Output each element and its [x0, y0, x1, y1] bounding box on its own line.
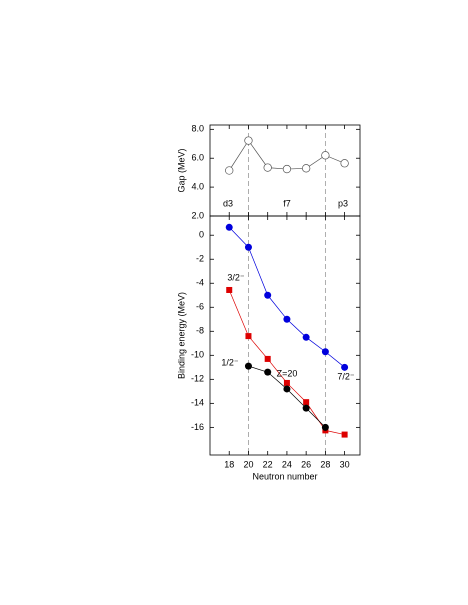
marker	[244, 136, 253, 145]
x-tick-label: 30	[340, 459, 350, 469]
marker	[264, 291, 272, 299]
marker	[302, 164, 311, 173]
marker	[302, 333, 310, 341]
annotation: d3	[223, 198, 233, 208]
y-tick-label: 8.0	[191, 124, 204, 134]
x-tick-label: 24	[282, 459, 292, 469]
y-tick-label: 6.0	[191, 153, 204, 163]
series-line	[228, 289, 345, 435]
y-tick-label: -4	[196, 278, 204, 288]
y-axis-label: Gap (MeV)	[176, 148, 186, 192]
marker	[244, 362, 252, 370]
series-label: 7/2⁻	[337, 371, 355, 381]
x-tick-label: 22	[263, 459, 273, 469]
series-label: 3/2⁻	[227, 272, 245, 282]
plot-frame	[209, 215, 361, 456]
marker	[321, 423, 329, 431]
y-tick-label: -16	[191, 422, 204, 432]
y-tick-label: 4.0	[191, 181, 204, 191]
marker	[321, 151, 330, 160]
marker	[263, 163, 272, 172]
series-label: 1/2⁻	[221, 357, 239, 367]
y-tick-label: -10	[191, 350, 204, 360]
marker	[245, 333, 252, 340]
y-tick-label: -2	[196, 254, 204, 264]
marker	[283, 385, 291, 393]
annotation: f7	[283, 198, 291, 208]
x-axis-label: Neutron number	[252, 471, 317, 481]
annotation: p3	[338, 198, 348, 208]
marker	[282, 164, 292, 174]
marker	[264, 355, 271, 362]
marker	[341, 363, 349, 371]
marker	[244, 243, 252, 251]
y-tick-label: -14	[191, 398, 204, 408]
y-axis-label: Binding energy (MeV)	[176, 292, 186, 379]
marker	[283, 315, 291, 323]
marker	[341, 431, 348, 438]
marker	[226, 286, 233, 293]
annotation: Z=20	[277, 368, 298, 378]
marker	[225, 166, 234, 175]
marker	[340, 159, 349, 168]
marker	[303, 399, 310, 406]
marker	[225, 223, 233, 231]
y-tick-label: -12	[191, 374, 204, 384]
marker	[302, 404, 310, 412]
x-tick-label: 26	[301, 459, 311, 469]
x-tick-label: 20	[243, 459, 253, 469]
x-tick-label: 18	[224, 459, 234, 469]
marker	[283, 379, 290, 386]
marker	[264, 368, 272, 376]
y-tick-label: 0	[199, 230, 204, 240]
y-tick-label: -6	[196, 302, 204, 312]
marker	[321, 348, 329, 356]
x-tick-label: 28	[320, 459, 330, 469]
y-tick-label: -8	[196, 326, 204, 336]
y-tick-label: 2.0	[191, 210, 204, 220]
